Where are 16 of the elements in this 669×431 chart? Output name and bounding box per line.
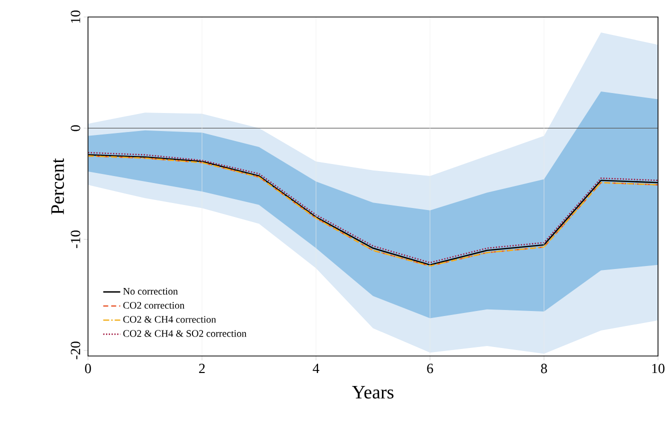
y-tick-label: 10 (70, 10, 80, 23)
x-tick-label: 0 (85, 364, 91, 374)
y-tick-label: -20 (70, 342, 80, 360)
y-axis-title: Percent (51, 158, 64, 214)
legend-label: CO2 correction (123, 302, 184, 309)
legend-label: CO2 & CH4 & SO2 correction (123, 330, 246, 337)
x-tick-label: 8 (541, 364, 547, 374)
legend-label: CO2 & CH4 correction (123, 316, 216, 323)
x-tick-label: 4 (312, 364, 320, 373)
y-tick-label: 0 (70, 125, 80, 132)
legend-label: No correction (123, 288, 178, 295)
x-tick-label: 10 (652, 364, 664, 374)
x-tick-label: 6 (427, 364, 434, 374)
y-tick-label: -10 (70, 230, 80, 248)
x-tick-label: 2 (199, 364, 205, 374)
x-axis-title: Years (352, 386, 394, 399)
